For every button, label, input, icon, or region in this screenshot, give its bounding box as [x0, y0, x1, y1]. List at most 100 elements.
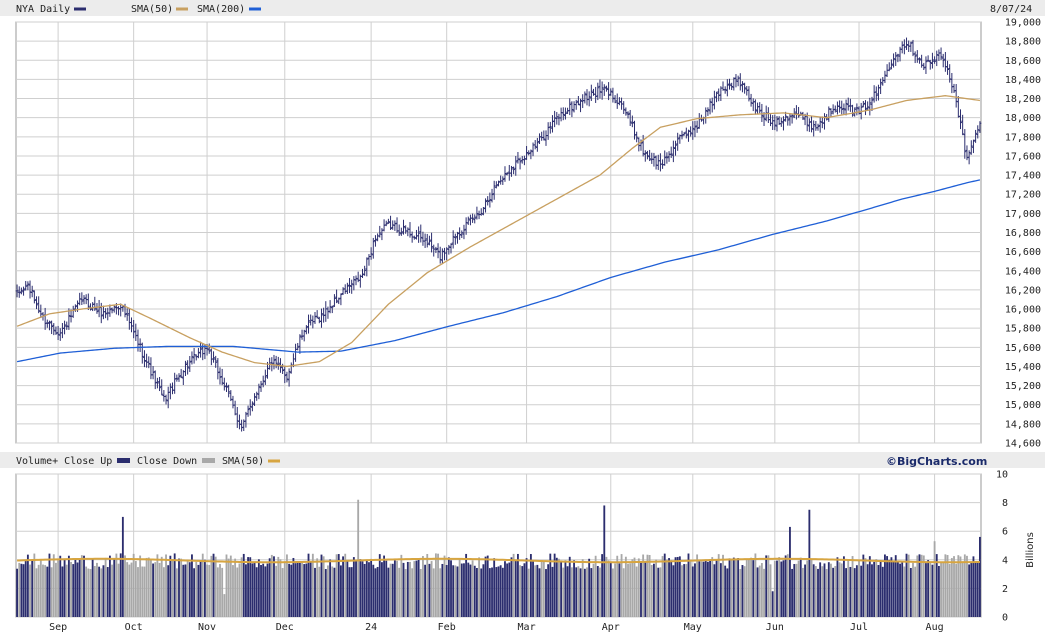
volume-bar: [711, 557, 714, 617]
price-bar: [792, 108, 796, 119]
price-bar: [60, 323, 64, 339]
price-bar: [367, 254, 371, 266]
volume-bar: [797, 560, 800, 617]
volume-bar: [124, 555, 126, 617]
price-bar: [557, 113, 561, 126]
volume-bar: [197, 564, 200, 617]
volume-bar: [558, 558, 560, 617]
volume-bar: [931, 564, 934, 617]
price-bar: [667, 151, 671, 162]
price-bar: [669, 146, 673, 158]
volume-bar: [383, 555, 385, 617]
price-bar: [613, 95, 617, 104]
price-bar: [35, 296, 39, 310]
price-y-tick-label: 16,600: [1005, 247, 1041, 258]
price-bar: [917, 57, 921, 64]
volume-bar: [29, 564, 31, 617]
volume-bar: [298, 561, 301, 617]
volume-bar: [454, 565, 457, 617]
price-bar: [149, 357, 153, 380]
volume-bar: [586, 567, 588, 617]
price-bar: [406, 227, 410, 237]
price-bar: [710, 97, 714, 113]
volume-bar: [292, 557, 295, 617]
volume-bar: [862, 554, 865, 617]
price-bar: [585, 89, 589, 106]
price-bar: [693, 120, 697, 138]
volume-bar: [631, 559, 634, 617]
price-bar: [132, 319, 136, 339]
price-bar: [881, 77, 885, 86]
volume-bar: [968, 564, 971, 617]
volume-bar: [368, 562, 370, 617]
price-bar: [695, 120, 699, 133]
price-bar: [708, 98, 712, 115]
volume-bar: [117, 563, 120, 617]
price-bar: [386, 218, 390, 224]
price-bar: [533, 140, 537, 150]
volume-bar: [201, 553, 204, 617]
volume-y-tick-label: 10: [996, 470, 1008, 481]
x-tick-label: Jul: [850, 622, 868, 633]
volume-bar: [819, 562, 822, 617]
volume-y-tick-label: 2: [1002, 584, 1008, 595]
price-bar: [71, 305, 75, 318]
x-tick-label: Aug: [926, 622, 944, 633]
volume-bar: [16, 568, 18, 617]
volume-bar: [439, 568, 442, 617]
volume-y-tick-label: 0: [1002, 613, 1008, 624]
volume-bar: [424, 564, 427, 617]
price-bar: [224, 382, 228, 392]
volume-bar: [918, 554, 921, 617]
volume-bar: [24, 559, 27, 617]
volume-bar: [430, 561, 433, 617]
price-bar: [479, 208, 483, 216]
volume-bar: [404, 569, 407, 617]
price-bar: [497, 180, 500, 187]
price-bar: [447, 244, 451, 255]
volume-bar: [767, 555, 770, 617]
sma200-line: [16, 179, 981, 363]
volume-bar: [607, 560, 610, 617]
volume-bar: [812, 564, 815, 617]
volume-bar: [275, 565, 278, 617]
volume-bar: [335, 554, 338, 617]
price-bar: [468, 214, 472, 226]
volume-bar: [620, 554, 623, 617]
volume-bar: [318, 566, 321, 617]
volume-bar: [499, 565, 502, 617]
volume-bar: [55, 562, 57, 617]
price-bar: [969, 140, 973, 155]
volume-bar: [253, 562, 256, 617]
volume-bar: [216, 567, 219, 617]
volume-bar: [491, 567, 493, 617]
price-bar: [671, 140, 675, 163]
price-bar: [216, 358, 220, 380]
price-bar: [583, 91, 587, 104]
volume-bar: [296, 561, 299, 617]
price-bar: [494, 181, 498, 189]
price-bar: [561, 107, 565, 121]
close-up-swatch: [117, 458, 130, 463]
volume-bar: [685, 564, 688, 617]
price-bar: [222, 377, 226, 391]
price-bar: [263, 369, 267, 385]
sma50-line: [16, 95, 981, 368]
volume-bar: [301, 561, 303, 617]
volume-bar: [70, 561, 72, 617]
volume-bar: [577, 566, 580, 617]
price-bar: [151, 366, 155, 380]
price-bar: [298, 334, 302, 354]
price-bar: [302, 329, 306, 342]
price-bar: [645, 150, 649, 160]
volume-bar: [31, 560, 34, 617]
price-bar: [952, 83, 956, 93]
volume-bar: [324, 569, 327, 617]
volume-bar: [765, 555, 768, 617]
price-bar: [967, 150, 971, 165]
volume-bar: [832, 567, 835, 617]
volume-bar: [549, 553, 552, 617]
price-bar: [212, 351, 216, 363]
volume-bar: [303, 564, 306, 617]
volume-bar: [242, 553, 245, 617]
